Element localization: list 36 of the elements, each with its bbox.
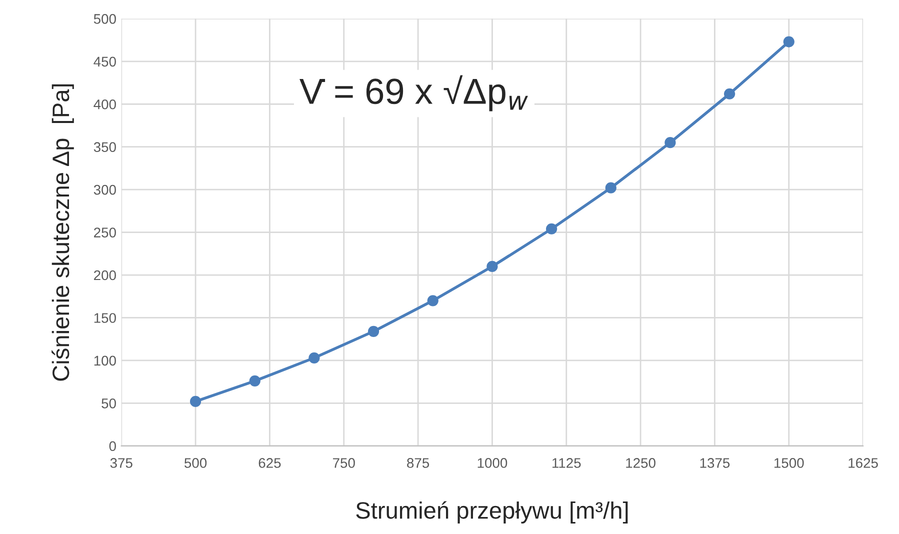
point [249,375,260,387]
y-axis-title: Ciśnienie skuteczne Δp [Pa] [52,84,74,381]
x-tick-label: 1125 [552,458,581,468]
point [605,182,616,194]
x-tick-label: 1500 [774,458,804,468]
x-tick-label: 1375 [700,458,730,468]
point [308,352,320,364]
point [783,36,794,48]
x-tick-label: 1000 [478,458,508,468]
annotation: V̇ = 69 x √Δp$_{w}$ [300,75,528,112]
point [368,326,380,337]
y-tick-label: 500 [94,14,116,24]
y-tick-label: 400 [94,99,116,110]
y-tick-label: 50 [102,398,116,408]
point [486,260,498,272]
x-axis-title: Strumień przepływu [m³/h] [356,501,628,524]
point [427,295,438,306]
y-tick-label: 0 [109,441,116,452]
x-tick-label: 500 [184,458,207,468]
x-tick-label: 875 [407,458,430,468]
x-tick-label: 1625 [848,458,878,468]
x-tick-label: 375 [110,458,132,468]
point [664,137,676,148]
x-tick-label: 750 [332,458,355,468]
y-tick-label: 350 [94,142,116,152]
y-tick-label: 150 [94,313,116,323]
point [190,396,202,408]
y-tick-label: 250 [94,228,116,238]
y-tick-label: 100 [94,356,116,366]
y-tick-label: 200 [94,270,116,280]
y-tick-label: 450 [94,56,116,67]
point [724,88,736,100]
x-tick-label: 1250 [626,458,656,468]
point [546,223,558,234]
y-tick-label: 300 [94,184,116,195]
x-tick-label: 625 [258,458,281,468]
